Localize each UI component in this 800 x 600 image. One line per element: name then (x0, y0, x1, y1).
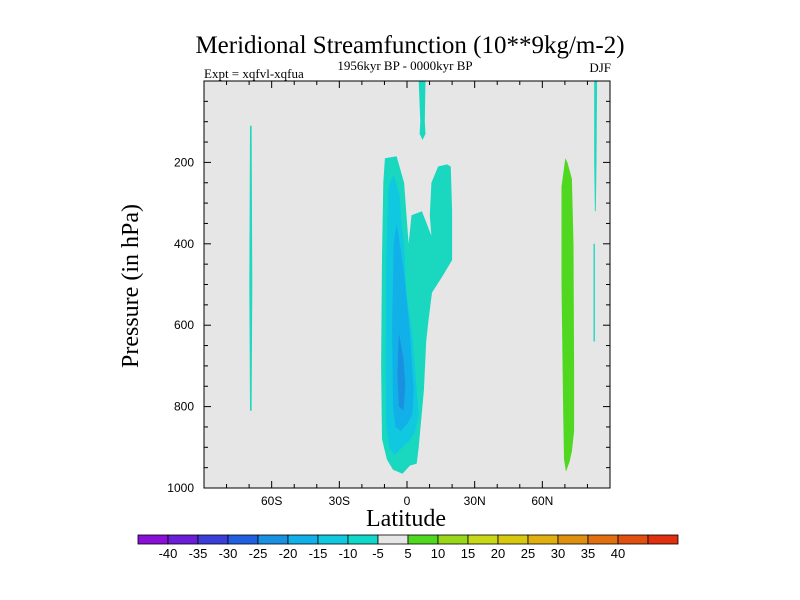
contour-region-tropical-upper-plume (418, 81, 426, 140)
colorbar: -40 -35 -30 -25 -20 -15 -10 -5 5 10 15 20 25 30 35 40 (137, 534, 679, 561)
colorbar-swatch (617, 534, 649, 545)
chart-subtitle: 1956kyr BP - 0000kyr BP (337, 58, 472, 73)
colorbar-swatch (527, 534, 559, 545)
x-axis-label: Latitude (366, 506, 446, 532)
y-tick-label: 400 (174, 237, 194, 251)
x-tick-label: 30S (329, 494, 350, 508)
colorbar-swatch (347, 534, 379, 545)
colorbar-label: -30 (219, 546, 238, 561)
colorbar-label: -5 (372, 546, 384, 561)
y-tick-label: 1000 (167, 481, 194, 495)
contour-region-nh-subtropical-band (561, 158, 575, 472)
colorbar-label: 35 (581, 546, 595, 561)
colorbar-label: -15 (309, 546, 328, 561)
colorbar-swatch (437, 534, 469, 545)
contour-region-equatorial-cell-core (392, 223, 414, 431)
contour-region-nh-polar-streak-lower (593, 243, 595, 342)
colorbar-swatch (287, 534, 319, 545)
colorbar-swatch (227, 534, 259, 545)
colorbar-label: -20 (279, 546, 298, 561)
contour-region-equatorial-cell-center (397, 333, 406, 411)
x-tick-label: 0 (404, 494, 411, 508)
colorbar-swatch (647, 534, 679, 545)
colorbar-label: -25 (249, 546, 268, 561)
x-tick-label: 60N (531, 494, 553, 508)
colorbar-swatch (167, 534, 199, 545)
colorbar-label: -40 (159, 546, 178, 561)
colorbar-label: 40 (611, 546, 625, 561)
contour-region-nh-polar-streak (594, 81, 598, 212)
x-tick-label: 60S (261, 494, 282, 508)
colorbar-swatch (197, 534, 229, 545)
colorbar-swatch (377, 534, 409, 545)
season-label: DJF (589, 60, 611, 75)
colorbar-label: 30 (551, 546, 565, 561)
experiment-label: Expt = xqfvl-xqfua (204, 66, 304, 81)
plot-area (203, 80, 611, 489)
colorbar-label: -10 (339, 546, 358, 561)
colorbar-swatch (257, 534, 289, 545)
colorbar-label: 5 (404, 546, 411, 561)
contour-region-nh-southern-thin-streak (249, 125, 253, 411)
colorbar-swatch (587, 534, 619, 545)
colorbar-swatch (317, 534, 349, 545)
colorbar-label: 25 (521, 546, 535, 561)
y-tick-label: 200 (174, 155, 194, 169)
colorbar-label: 15 (461, 546, 475, 561)
axis-ticks: 60S 30S 0 30N 60N 200 400 600 800 1000 (167, 80, 611, 508)
colorbar-label: 10 (431, 546, 445, 561)
y-tick-label: 800 (174, 400, 194, 414)
colorbar-swatch (137, 534, 169, 545)
colorbar-swatch (467, 534, 499, 545)
colorbar-swatch (497, 534, 529, 545)
colorbar-label: 20 (491, 546, 505, 561)
colorbar-swatch (407, 534, 439, 545)
y-axis-label: Pressure (in hPa) (118, 204, 144, 368)
x-tick-label: 30N (464, 494, 486, 508)
chart-title: Meridional Streamfunction (10**9kg/m-2) (195, 32, 624, 59)
y-tick-label: 600 (174, 318, 194, 332)
colorbar-label: -35 (189, 546, 208, 561)
colorbar-swatch (557, 534, 589, 545)
